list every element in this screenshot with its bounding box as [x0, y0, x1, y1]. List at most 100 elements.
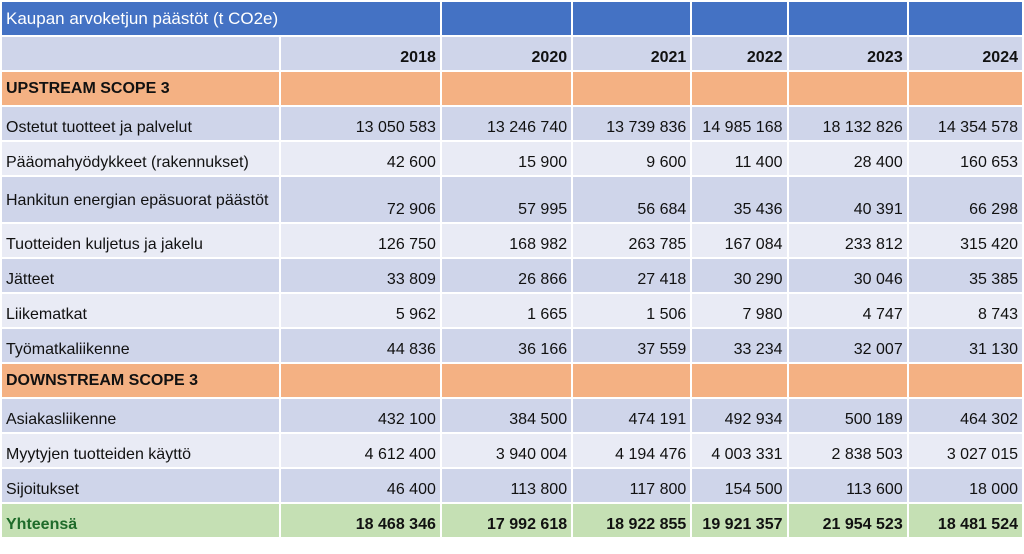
- value-cell: 3 940 004: [441, 434, 572, 467]
- value-cell: 26 866: [441, 259, 572, 292]
- table-row: Sijoitukset 46 400 113 800 117 800 154 5…: [2, 469, 1022, 502]
- table-row: Jätteet 33 809 26 866 27 418 30 290 30 0…: [2, 259, 1022, 292]
- value-cell: 28 400: [788, 142, 907, 175]
- total-value: 18 468 346: [280, 504, 440, 537]
- value-cell: 15 900: [441, 142, 572, 175]
- value-cell: 2 838 503: [788, 434, 907, 467]
- value-cell: 154 500: [692, 469, 787, 502]
- row-label: Myytyjen tuotteiden käyttö: [2, 434, 279, 467]
- value-cell: 113 600: [788, 469, 907, 502]
- total-value: 18 481 524: [908, 504, 1022, 537]
- value-cell: 126 750: [280, 224, 440, 257]
- value-cell: 18 132 826: [788, 107, 907, 140]
- value-cell: 4 747: [788, 294, 907, 327]
- value-cell: 11 400: [692, 142, 787, 175]
- table-title-row: Kaupan arvoketjun päästöt (t CO2e): [2, 2, 1022, 35]
- year-header: 2021: [573, 37, 691, 70]
- total-row: Yhteensä 18 468 346 17 992 618 18 922 85…: [2, 504, 1022, 537]
- value-cell: 14 354 578: [908, 107, 1022, 140]
- year-header: 2022: [692, 37, 787, 70]
- year-header: 2024: [908, 37, 1022, 70]
- value-cell: 46 400: [280, 469, 440, 502]
- value-cell: 160 653: [908, 142, 1022, 175]
- table-row: Hankitun energian epäsuorat päästöt 72 9…: [2, 177, 1022, 222]
- value-cell: 474 191: [573, 399, 691, 432]
- table-row: Asiakasliikenne 432 100 384 500 474 191 …: [2, 399, 1022, 432]
- year-header: 2020: [441, 37, 572, 70]
- value-cell: 1 506: [573, 294, 691, 327]
- total-value: 17 992 618: [441, 504, 572, 537]
- value-cell: 30 046: [788, 259, 907, 292]
- total-value: 21 954 523: [788, 504, 907, 537]
- header-empty-cell: [2, 37, 279, 70]
- value-cell: 8 743: [908, 294, 1022, 327]
- value-cell: 500 189: [788, 399, 907, 432]
- value-cell: 113 800: [441, 469, 572, 502]
- value-cell: 18 000: [908, 469, 1022, 502]
- value-cell: 32 007: [788, 329, 907, 362]
- value-cell: 117 800: [573, 469, 691, 502]
- title-spacer: [692, 2, 787, 35]
- value-cell: 168 982: [441, 224, 572, 257]
- total-value: 19 921 357: [692, 504, 787, 537]
- table-row: Työmatkaliikenne 44 836 36 166 37 559 33…: [2, 329, 1022, 362]
- section-label: UPSTREAM SCOPE 3: [2, 72, 279, 105]
- value-cell: 42 600: [280, 142, 440, 175]
- value-cell: 4 003 331: [692, 434, 787, 467]
- table-row: Pääomahyödykkeet (rakennukset) 42 600 15…: [2, 142, 1022, 175]
- value-cell: 263 785: [573, 224, 691, 257]
- value-cell: 5 962: [280, 294, 440, 327]
- value-cell: 14 985 168: [692, 107, 787, 140]
- value-cell: 33 234: [692, 329, 787, 362]
- value-cell: 56 684: [573, 177, 691, 222]
- row-label: Työmatkaliikenne: [2, 329, 279, 362]
- table-row: Tuotteiden kuljetus ja jakelu 126 750 16…: [2, 224, 1022, 257]
- emissions-table: Kaupan arvoketjun päästöt (t CO2e) 2018 …: [2, 2, 1022, 537]
- section-row-upstream: UPSTREAM SCOPE 3: [2, 72, 1022, 105]
- value-cell: 31 130: [908, 329, 1022, 362]
- value-cell: 37 559: [573, 329, 691, 362]
- total-value: 18 922 855: [573, 504, 691, 537]
- value-cell: 432 100: [280, 399, 440, 432]
- value-cell: 35 385: [908, 259, 1022, 292]
- value-cell: 3 027 015: [908, 434, 1022, 467]
- value-cell: 13 739 836: [573, 107, 691, 140]
- title-spacer: [788, 2, 907, 35]
- value-cell: 492 934: [692, 399, 787, 432]
- value-cell: 57 995: [441, 177, 572, 222]
- value-cell: 233 812: [788, 224, 907, 257]
- title-spacer: [441, 2, 572, 35]
- value-cell: 35 436: [692, 177, 787, 222]
- value-cell: 315 420: [908, 224, 1022, 257]
- value-cell: 36 166: [441, 329, 572, 362]
- value-cell: 1 665: [441, 294, 572, 327]
- year-header: 2018: [280, 37, 440, 70]
- title-spacer: [573, 2, 691, 35]
- value-cell: 72 906: [280, 177, 440, 222]
- section-label: DOWNSTREAM SCOPE 3: [2, 364, 279, 397]
- value-cell: 44 836: [280, 329, 440, 362]
- value-cell: 464 302: [908, 399, 1022, 432]
- year-header: 2023: [788, 37, 907, 70]
- total-label: Yhteensä: [2, 504, 279, 537]
- value-cell: 9 600: [573, 142, 691, 175]
- value-cell: 4 194 476: [573, 434, 691, 467]
- row-label: Tuotteiden kuljetus ja jakelu: [2, 224, 279, 257]
- year-header-row: 2018 2020 2021 2022 2023 2024: [2, 37, 1022, 70]
- row-label: Hankitun energian epäsuorat päästöt: [2, 177, 279, 222]
- value-cell: 13 050 583: [280, 107, 440, 140]
- value-cell: 66 298: [908, 177, 1022, 222]
- value-cell: 4 612 400: [280, 434, 440, 467]
- value-cell: 40 391: [788, 177, 907, 222]
- row-label: Asiakasliikenne: [2, 399, 279, 432]
- table-row: Myytyjen tuotteiden käyttö 4 612 400 3 9…: [2, 434, 1022, 467]
- row-label: Ostetut tuotteet ja palvelut: [2, 107, 279, 140]
- row-label: Liikematkat: [2, 294, 279, 327]
- title-spacer: [908, 2, 1022, 35]
- value-cell: 13 246 740: [441, 107, 572, 140]
- section-row-downstream: DOWNSTREAM SCOPE 3: [2, 364, 1022, 397]
- row-label: Pääomahyödykkeet (rakennukset): [2, 142, 279, 175]
- table-row: Ostetut tuotteet ja palvelut 13 050 583 …: [2, 107, 1022, 140]
- value-cell: 30 290: [692, 259, 787, 292]
- value-cell: 27 418: [573, 259, 691, 292]
